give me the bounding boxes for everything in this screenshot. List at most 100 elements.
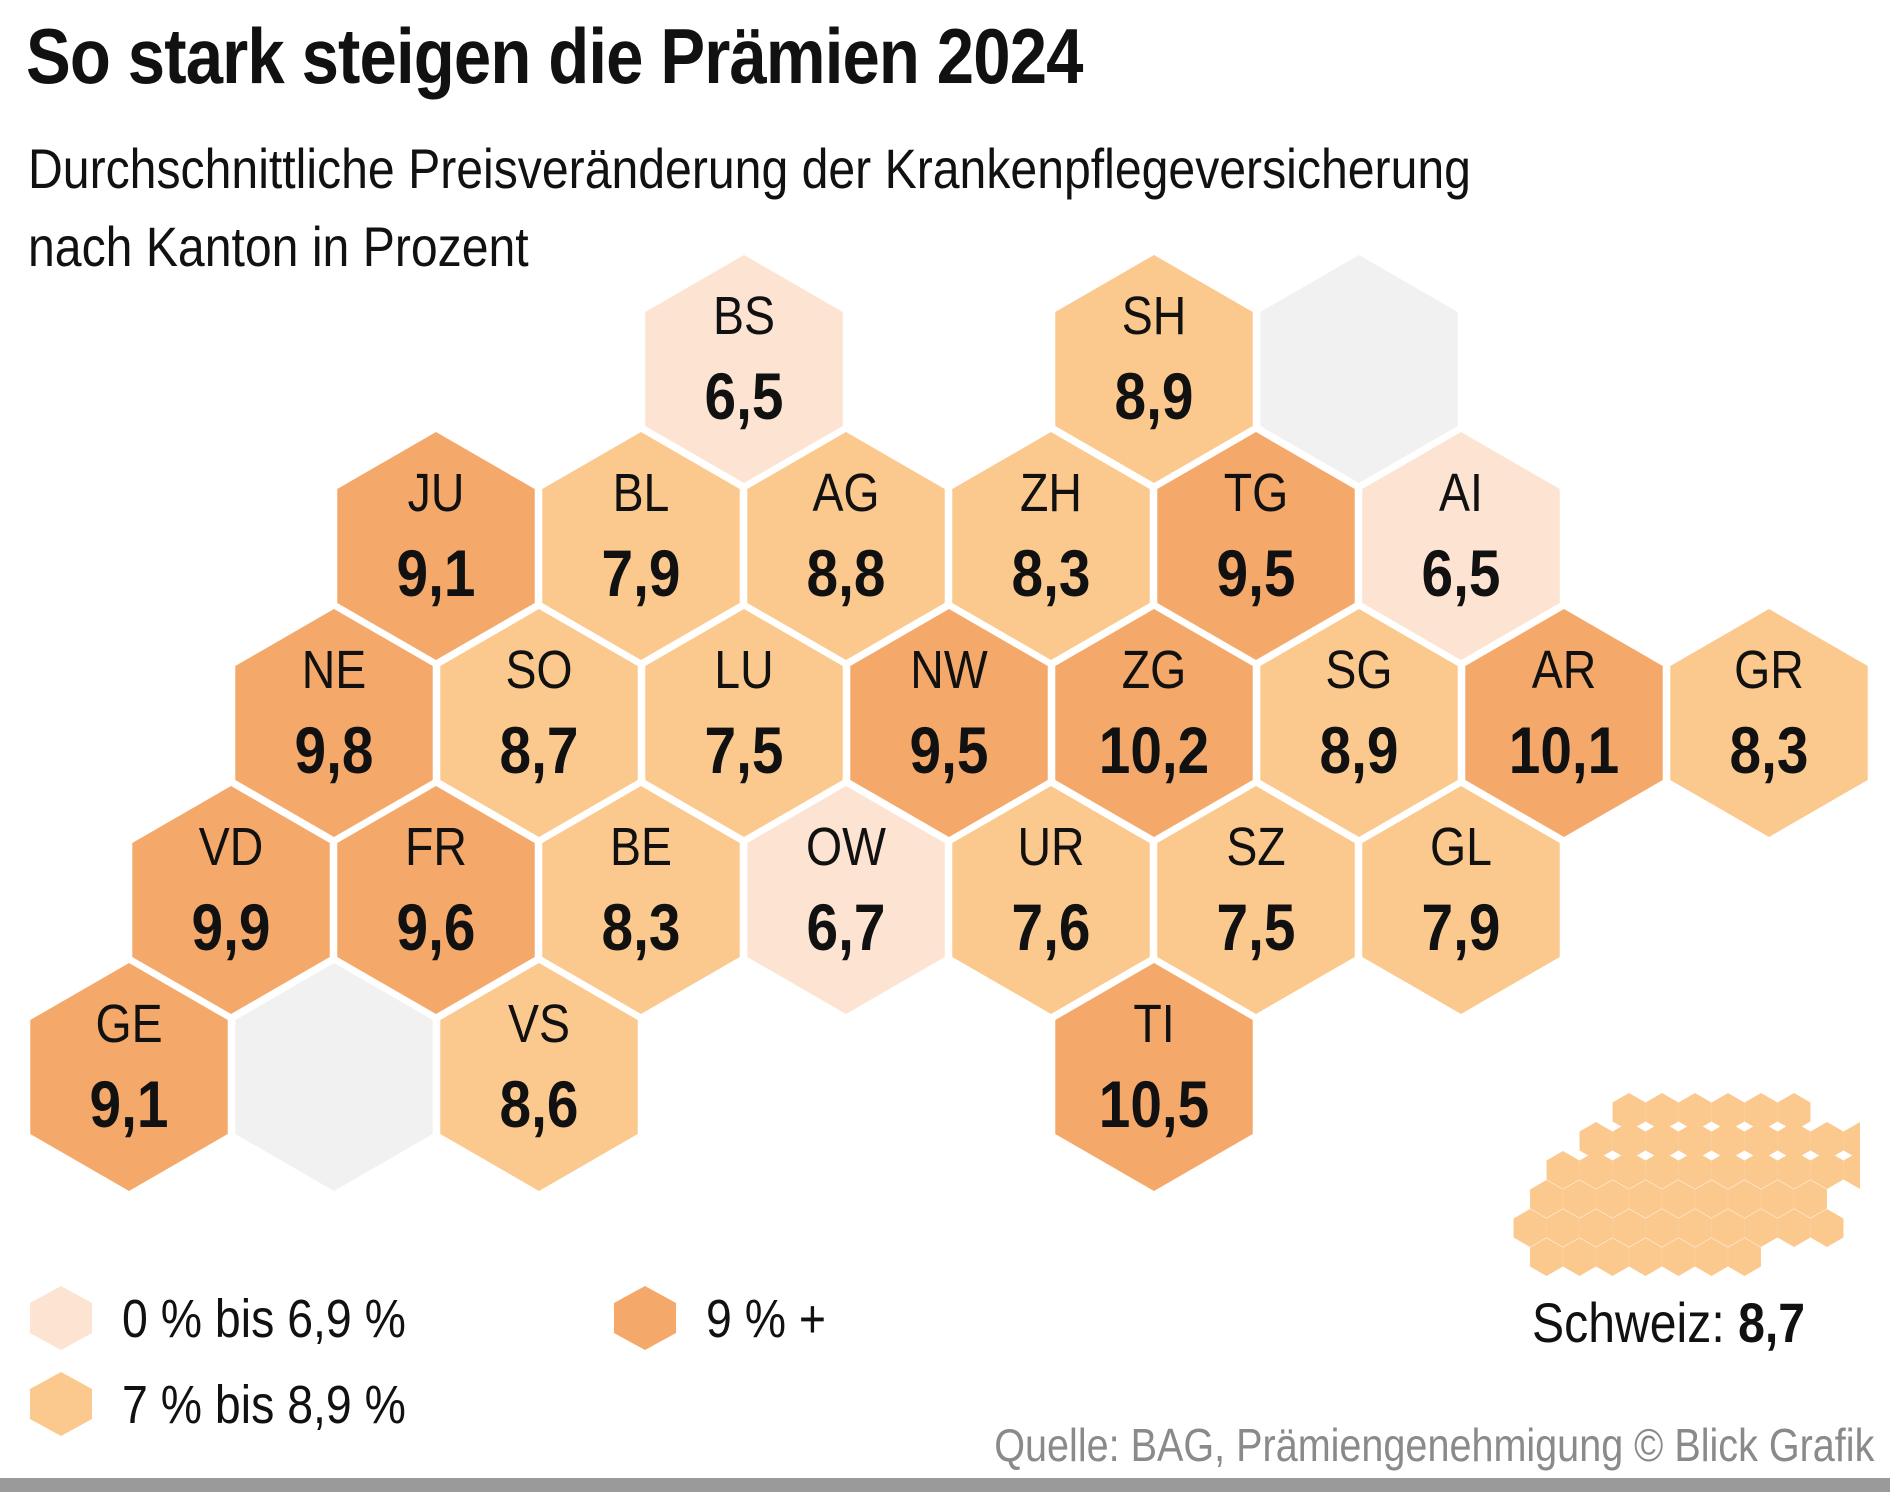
mini-hexagon	[1530, 1238, 1563, 1276]
canton-value: 9,9	[192, 891, 271, 965]
mini-hexagon	[1596, 1180, 1629, 1218]
canton-ar: AR 10,1	[1465, 609, 1663, 837]
canton-hexagon	[235, 609, 433, 837]
canton-value: 9,6	[397, 891, 476, 965]
canton-value: 8,8	[807, 537, 886, 611]
empty-hexagon	[1260, 255, 1458, 483]
mini-hexagon	[1579, 1122, 1613, 1160]
mini-hexagon	[1629, 1180, 1662, 1218]
legend-swatch-mid-shape	[30, 1372, 92, 1436]
canton-value: 8,7	[500, 714, 579, 788]
canton-hexagon	[1055, 609, 1253, 837]
switzerland-total: Schweiz: 8,7	[1532, 1290, 1805, 1355]
canton-hexagon	[645, 609, 843, 837]
mini-hexagon	[1579, 1209, 1613, 1247]
legend-label-mid: 7 % bis 8,9 %	[122, 1375, 406, 1435]
canton-code: ZG	[1122, 639, 1186, 700]
canton-hexagon	[1157, 786, 1355, 1014]
canton-value: 10,5	[1099, 1068, 1209, 1142]
mini-hexagon	[1678, 1093, 1712, 1131]
canton-code: VD	[199, 816, 264, 877]
chart-title: So stark steigen die Prämien 2024	[26, 12, 1083, 100]
mini-hexagon	[1728, 1238, 1761, 1276]
mini-hexagon	[1711, 1122, 1745, 1160]
canton-hexagon	[440, 963, 638, 1191]
mini-hexagon	[1645, 1209, 1679, 1247]
canton-ag: AG 8,8	[747, 432, 945, 660]
canton-value: 8,3	[1730, 714, 1809, 788]
mini-hexagon	[1579, 1151, 1613, 1189]
mini-hexagon	[1645, 1151, 1679, 1189]
canton-hexagon	[337, 786, 535, 1014]
legend-swatch-mid	[30, 1372, 92, 1436]
canton-hexagon	[1260, 609, 1458, 837]
mini-hexagon	[1695, 1238, 1728, 1276]
canton-sz: SZ 7,5	[1157, 786, 1355, 1014]
subtitle-line-2: nach Kanton in Prozent	[28, 215, 529, 278]
mini-hexagon	[1678, 1151, 1712, 1189]
canton-value: 8,9	[1320, 714, 1399, 788]
canton-hexagon	[1055, 255, 1253, 483]
canton-value: 9,5	[1217, 537, 1296, 611]
canton-ju: JU 9,1	[337, 432, 535, 660]
canton-code: NE	[302, 639, 367, 700]
mini-hexagon	[1843, 1122, 1860, 1160]
mini-hexagon	[1761, 1180, 1794, 1218]
canton-code: GL	[1430, 816, 1492, 877]
canton-vs: VS 8,6	[440, 963, 638, 1191]
canton-value: 6,7	[807, 891, 886, 965]
canton-code: FR	[405, 816, 467, 877]
canton-gr: GR 8,3	[1670, 609, 1868, 837]
canton-hexagon	[30, 963, 228, 1191]
canton-bl: BL 7,9	[542, 432, 740, 660]
canton-zh: ZH 8,3	[952, 432, 1150, 660]
mini-hexagon	[1546, 1151, 1580, 1189]
total-label: Schweiz:	[1532, 1291, 1725, 1354]
canton-ur: UR 7,6	[952, 786, 1150, 1014]
canton-hexagon	[952, 432, 1150, 660]
canton-ne: NE 9,8	[235, 609, 433, 837]
mini-hexagon	[1711, 1209, 1745, 1247]
canton-hexagon	[645, 255, 843, 483]
canton-ti: TI 10,5	[1055, 963, 1253, 1191]
mini-hexagon	[1678, 1209, 1712, 1247]
canton-value: 8,6	[500, 1068, 579, 1142]
canton-code: ZH	[1020, 462, 1082, 523]
canton-code: UR	[1017, 816, 1084, 877]
legend-swatch-low-shape	[30, 1286, 92, 1350]
canton-code: GR	[1734, 639, 1804, 700]
canton-code: SH	[1122, 285, 1187, 346]
canton-code: GE	[95, 993, 162, 1054]
canton-value: 9,1	[397, 537, 476, 611]
canton-hexagon	[952, 786, 1150, 1014]
canton-hexagon	[542, 432, 740, 660]
legend-label-low: 0 % bis 6,9 %	[122, 1289, 406, 1349]
mini-hexagon	[1744, 1093, 1778, 1131]
canton-value: 10,1	[1509, 714, 1619, 788]
canton-ge: GE 9,1	[30, 963, 228, 1191]
canton-gl: GL 7,9	[1362, 786, 1560, 1014]
canton-hexagon	[542, 786, 740, 1014]
mini-hexagon	[1513, 1209, 1547, 1247]
canton-value: 7,9	[602, 537, 681, 611]
canton-hexagon	[747, 786, 945, 1014]
canton-code: SO	[505, 639, 572, 700]
canton-so: SO 8,7	[440, 609, 638, 837]
mini-hexagon	[1777, 1093, 1811, 1131]
mini-switzerland-map	[1513, 1093, 1860, 1276]
canton-sh: SH 8,9	[1055, 255, 1253, 483]
canton-tg: TG 9,5	[1157, 432, 1355, 660]
canton-code: LU	[714, 639, 773, 700]
mini-hexagon	[1629, 1238, 1662, 1276]
mini-hexagon	[1794, 1180, 1827, 1218]
mini-hexagon	[1612, 1209, 1646, 1247]
mini-hexagon	[1810, 1122, 1844, 1160]
canton-hexagon	[747, 432, 945, 660]
empty-hexagon	[235, 963, 433, 1191]
mini-hexagon	[1711, 1151, 1745, 1189]
canton-value: 7,9	[1422, 891, 1501, 965]
mini-hexagon	[1777, 1122, 1811, 1160]
mini-hexagon	[1744, 1151, 1778, 1189]
mini-hexagon	[1711, 1093, 1745, 1131]
canton-value: 8,3	[1012, 537, 1091, 611]
